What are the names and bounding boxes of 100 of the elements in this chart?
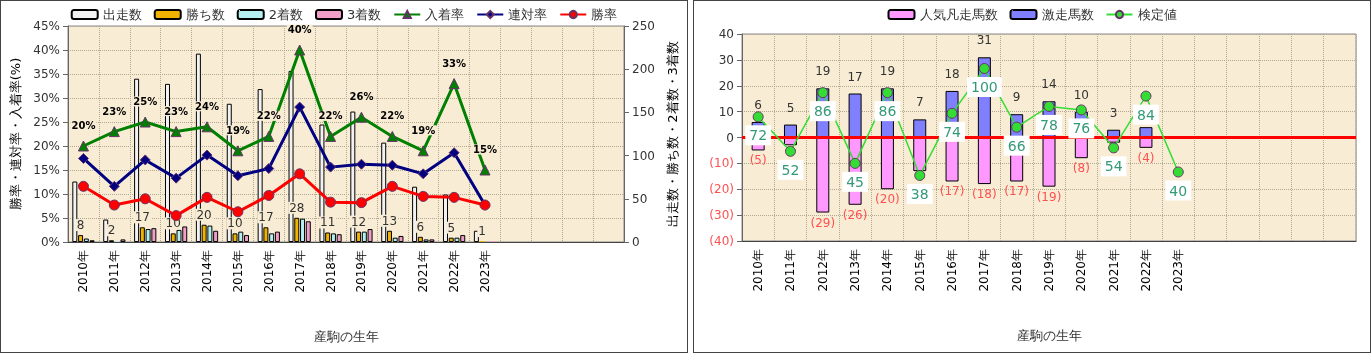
data-label: 40 xyxy=(1169,182,1188,199)
data-label: 11 xyxy=(320,215,336,230)
point xyxy=(77,180,89,192)
point xyxy=(386,130,398,142)
data-label: (8) xyxy=(1072,161,1090,176)
data-label: 76 xyxy=(1072,120,1091,137)
x-tick-label: 2018年 xyxy=(1009,249,1024,292)
point xyxy=(139,154,151,166)
point xyxy=(170,172,182,184)
data-label: 19% xyxy=(225,124,250,136)
y-tick-label: 5% xyxy=(40,211,60,225)
data-label: 3 xyxy=(1109,105,1118,120)
y-tick-label: (40) xyxy=(709,234,734,248)
x-tick-label: 2016年 xyxy=(945,249,960,292)
point xyxy=(325,130,337,142)
x-tick-label: 2020年 xyxy=(1074,249,1089,292)
x-tick-label: 2014年 xyxy=(200,250,214,293)
y-tick-label: 40 xyxy=(718,27,734,41)
y-axis-title: 勝率・連対率・入着率(%) xyxy=(8,57,24,211)
data-label: 28 xyxy=(289,200,305,215)
point xyxy=(108,126,120,138)
bar xyxy=(880,137,894,190)
x-tick-label: 2013年 xyxy=(848,249,863,292)
y2-tick-label: 0 xyxy=(632,235,640,249)
data-label: 74 xyxy=(943,123,962,140)
data-label: 2 xyxy=(107,223,116,238)
data-label: 17 xyxy=(847,69,863,84)
data-label: 1 xyxy=(478,224,486,239)
data-label: 54 xyxy=(1104,158,1123,175)
point xyxy=(232,206,244,218)
y2-tick-label: 200 xyxy=(632,62,655,77)
point xyxy=(752,111,764,123)
x-tick-label: 2017年 xyxy=(292,250,307,293)
data-label: 24% xyxy=(195,100,219,112)
point xyxy=(108,180,120,192)
point xyxy=(263,163,275,175)
data-label: 19 xyxy=(879,64,896,79)
point xyxy=(849,157,861,169)
y2-tick-label: 100 xyxy=(632,148,655,163)
bar xyxy=(816,137,830,213)
point xyxy=(232,170,244,182)
x-tick-label: 2010年 xyxy=(76,250,91,293)
data-label: 6 xyxy=(754,97,762,112)
x-tick-label: 2023年 xyxy=(478,250,492,293)
point xyxy=(479,164,491,176)
x-tick-label: 2012年 xyxy=(138,250,153,293)
data-label: 33% xyxy=(442,57,467,69)
data-label: 86 xyxy=(878,103,897,120)
point xyxy=(77,140,89,152)
y-tick-label: 10 xyxy=(718,104,734,119)
data-label: (19) xyxy=(1036,189,1062,204)
y-tick-label: (10) xyxy=(709,156,734,171)
x-axis-title: 産駒の生年 xyxy=(1016,328,1082,343)
point xyxy=(294,44,306,56)
legend-label: 勝率 xyxy=(591,7,618,22)
data-label: 23% xyxy=(164,105,189,117)
x-tick-label: 2022年 xyxy=(1138,249,1153,292)
point xyxy=(386,180,398,192)
data-label: (4) xyxy=(1137,150,1155,165)
point xyxy=(978,63,990,74)
data-label: 25% xyxy=(133,96,158,107)
x-tick-label: 2015年 xyxy=(912,249,927,292)
data-label: 22% xyxy=(318,110,343,122)
y-tick-label: 15% xyxy=(33,163,60,177)
data-label: 66 xyxy=(1007,137,1026,154)
x-tick-label: 2018年 xyxy=(323,250,338,293)
y-tick-label: 35% xyxy=(33,67,60,81)
point xyxy=(1140,90,1152,102)
data-label: 14 xyxy=(1041,77,1057,92)
point xyxy=(263,130,275,142)
data-label: 12 xyxy=(350,214,367,229)
y2-tick-label: 150 xyxy=(632,105,655,120)
y2-tick-label: 50 xyxy=(632,191,648,206)
legend-label: 3着数 xyxy=(347,7,382,22)
data-label: 8 xyxy=(76,218,85,233)
x-tick-label: 2015年 xyxy=(230,250,245,293)
point xyxy=(386,159,398,171)
x-tick-label: 2019年 xyxy=(354,250,369,293)
data-label: (17) xyxy=(939,184,965,199)
data-label: 23% xyxy=(102,105,127,117)
data-label: 9 xyxy=(1012,90,1021,105)
data-label: 84 xyxy=(1137,106,1155,123)
data-label: 31 xyxy=(976,33,993,48)
point xyxy=(784,145,796,157)
data-label: (17) xyxy=(1004,184,1029,199)
data-label: 17 xyxy=(258,210,274,225)
data-label: 22% xyxy=(380,110,405,122)
data-label: 20 xyxy=(196,207,212,222)
legend-label: 入着率 xyxy=(425,7,465,22)
x-tick-label: 2011年 xyxy=(783,249,798,292)
bar xyxy=(913,119,927,138)
legend-label: 勝ち数 xyxy=(185,7,225,22)
data-label: 13 xyxy=(381,213,398,228)
data-label: 20% xyxy=(71,120,96,131)
point xyxy=(1043,100,1055,112)
y-tick-label: 0% xyxy=(40,235,60,249)
x-tick-label: 2012年 xyxy=(815,249,830,292)
y-tick-label: (30) xyxy=(709,208,734,223)
point xyxy=(417,145,429,157)
legend-label: 検定値 xyxy=(1137,7,1177,22)
